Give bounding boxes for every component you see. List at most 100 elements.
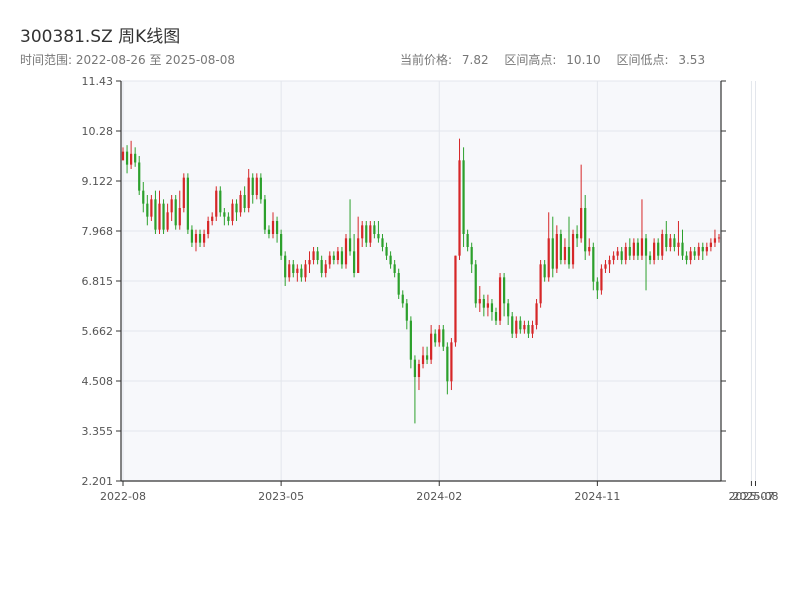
candle-body xyxy=(316,251,319,261)
candle-body xyxy=(182,177,185,208)
candle xyxy=(385,242,388,261)
candle xyxy=(438,325,441,347)
y-axis-ticks: 2.201 3.355 4.508 5.662 6.815 7.968 9.122 10.28… xyxy=(82,75,726,488)
candle-body xyxy=(344,238,348,265)
candle xyxy=(405,299,408,330)
candle xyxy=(596,277,599,300)
candle xyxy=(677,220,680,256)
candle-body xyxy=(146,203,149,217)
candle-body xyxy=(134,153,137,163)
candle-body xyxy=(555,233,558,269)
candle-body xyxy=(227,216,230,221)
candle xyxy=(251,173,254,204)
candle-body xyxy=(401,294,404,304)
candle-body xyxy=(125,151,129,165)
candle-body xyxy=(470,246,473,265)
candle xyxy=(211,212,214,226)
candle xyxy=(194,229,198,252)
candle-body xyxy=(340,251,344,265)
candle xyxy=(661,229,664,261)
x-tick-label: 2024-02 xyxy=(416,490,462,503)
candle-body xyxy=(239,194,242,213)
candle xyxy=(219,186,222,217)
candle-body xyxy=(308,260,311,265)
candle-body xyxy=(628,246,631,256)
candle-body xyxy=(259,177,262,200)
candle xyxy=(685,251,688,265)
candle-body xyxy=(393,264,396,274)
candle-body xyxy=(462,160,465,234)
candle xyxy=(681,229,684,261)
candle xyxy=(434,329,437,347)
candle-body xyxy=(624,246,627,261)
candle-body xyxy=(296,268,299,274)
candle xyxy=(328,251,331,269)
candle-body xyxy=(304,264,307,278)
candle xyxy=(559,229,562,265)
candle-body xyxy=(198,233,202,243)
candle xyxy=(166,203,169,232)
candle-body xyxy=(235,203,238,213)
candle xyxy=(470,242,473,274)
candle xyxy=(352,233,356,278)
candle-body xyxy=(571,233,575,265)
candle-body xyxy=(405,303,408,321)
candle-body xyxy=(186,177,189,230)
x-tick-label: 2025-08 xyxy=(733,490,779,503)
candle xyxy=(498,273,502,326)
candle xyxy=(446,342,449,395)
low-stat: 区间低点: 3.53 xyxy=(616,53,711,67)
candle xyxy=(365,220,368,247)
candle-body xyxy=(673,238,676,247)
candle xyxy=(523,320,526,334)
candle xyxy=(142,181,145,213)
candle xyxy=(202,229,206,247)
candle xyxy=(259,173,262,204)
candle xyxy=(507,299,510,326)
chart-title: 300381.SZ 周K线图 xyxy=(20,27,181,47)
candle xyxy=(138,155,141,195)
candle-body xyxy=(324,264,327,274)
candle-body xyxy=(705,246,708,252)
candle-body xyxy=(231,203,234,221)
candle-body xyxy=(352,251,356,274)
candle-body xyxy=(575,233,579,239)
candle-body xyxy=(202,233,206,243)
candle xyxy=(511,312,514,339)
candle-body xyxy=(434,333,437,343)
candle xyxy=(150,194,153,221)
candle-body xyxy=(207,220,210,234)
y-tick-label: 4.508 xyxy=(82,375,114,388)
candle xyxy=(648,251,652,265)
current-price-stat: 当前价格: 7.82 xyxy=(400,53,495,67)
candle xyxy=(154,190,157,234)
candle xyxy=(292,260,295,278)
candle-body xyxy=(657,242,660,256)
candle xyxy=(267,225,271,239)
candle xyxy=(701,242,704,261)
candle xyxy=(628,238,631,261)
candle-body xyxy=(701,246,704,252)
candle-body xyxy=(588,246,591,252)
candle xyxy=(705,242,708,256)
candle xyxy=(632,238,635,261)
candle-body xyxy=(190,229,194,243)
candle-body xyxy=(292,264,295,274)
candle-body xyxy=(381,238,384,247)
candle-body xyxy=(178,207,181,226)
candle xyxy=(421,346,425,369)
candle-body xyxy=(608,260,611,265)
candle xyxy=(466,229,469,252)
candle xyxy=(186,173,189,234)
candle-body xyxy=(450,342,453,382)
candle xyxy=(709,238,713,252)
candle-body xyxy=(620,251,623,261)
candle xyxy=(612,251,615,265)
x-tick-label: 2023-05 xyxy=(258,490,304,503)
low-value: 3.53 xyxy=(678,53,706,67)
candle-body xyxy=(527,325,530,334)
candle xyxy=(600,264,603,295)
candle-body xyxy=(648,255,652,261)
candle-body xyxy=(267,229,271,234)
